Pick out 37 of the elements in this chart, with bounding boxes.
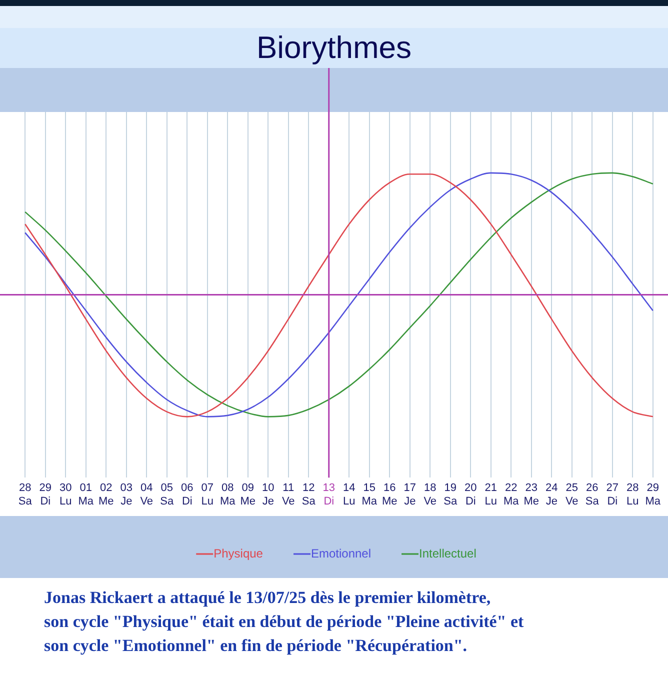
x-tick-label: 24 Je xyxy=(546,482,558,508)
x-tick-label: 17 Je xyxy=(404,482,416,508)
x-tick-label: 10 Je xyxy=(262,482,274,508)
x-tick-label: 08 Ma xyxy=(220,482,236,508)
x-tick-label: 22 Ma xyxy=(503,482,520,508)
x-tick-label: 11 Ve xyxy=(282,482,295,508)
x-tick-label: 15 Ma xyxy=(362,482,378,508)
x-tick-label: 05 Sa xyxy=(160,482,174,508)
x-tick-label: 13 Di xyxy=(322,482,335,508)
x-tick-label: 03 Je xyxy=(120,482,132,508)
x-tick-label: 19 Sa xyxy=(444,482,458,508)
x-tick-label: 02 Me xyxy=(98,482,114,508)
x-tick-label: 29 Ma xyxy=(645,482,662,508)
text: Jonas Rickaert a attaqué le 13/07/25 dès le premier kilomètre, son cycle "Physique" était en début de période "Pleine activité" et son cycle "Emotionnel" en fin de période "Récupération". xyxy=(43,587,525,657)
x-tick-label: 04 Ve xyxy=(140,482,154,508)
x-tick-label: 30 Lu xyxy=(60,482,72,508)
x-tick-label: 27 Di xyxy=(606,482,618,508)
x-tick-label: 23 Me xyxy=(524,482,540,508)
x-tick-label: 25 Ve xyxy=(565,482,578,508)
x-tick-label: 21 Lu xyxy=(484,482,497,508)
x-tick-label: 28 Sa xyxy=(18,482,33,508)
x-tick-label: 07 Lu xyxy=(201,482,214,508)
legend-label: Emotionnel xyxy=(310,546,372,560)
legend-label: Physique xyxy=(214,546,264,560)
x-tick-label: 20 Di xyxy=(464,482,477,508)
legend-label: Intellectuel xyxy=(419,546,476,560)
x-tick-label: 09 Me xyxy=(240,482,256,508)
x-tick-label: 06 Di xyxy=(181,482,194,508)
x-tick-label: 29 Di xyxy=(39,482,52,508)
x-tick-label: 14 Lu xyxy=(343,482,356,508)
x-tick-label: 28 Lu xyxy=(626,482,639,508)
x-tick-label: 18 Ve xyxy=(424,482,437,508)
x-tick-label: 12 Sa xyxy=(302,482,316,508)
x-tick-label: 01 Ma xyxy=(78,482,94,508)
chart-title: Biorythmes xyxy=(0,6,668,68)
x-tick-label: 16 Me xyxy=(382,482,398,508)
x-tick-label: 26 Sa xyxy=(585,482,600,508)
